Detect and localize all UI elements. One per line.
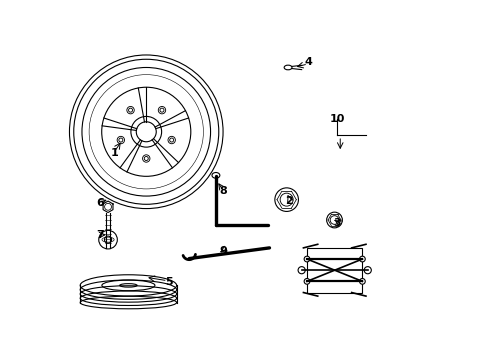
Circle shape: [359, 279, 365, 284]
Text: 8: 8: [219, 186, 226, 196]
Ellipse shape: [212, 172, 220, 178]
Text: 7: 7: [96, 230, 103, 240]
Circle shape: [359, 256, 365, 262]
Text: 5: 5: [165, 277, 173, 287]
Circle shape: [304, 256, 309, 262]
Text: 6: 6: [96, 198, 103, 208]
Text: 1: 1: [110, 148, 118, 158]
Text: 10: 10: [329, 114, 345, 124]
Text: 3: 3: [333, 218, 341, 228]
Text: 9: 9: [219, 247, 226, 256]
Bar: [306, 248, 362, 293]
Text: 2: 2: [285, 197, 292, 206]
Circle shape: [364, 267, 370, 274]
Text: 4: 4: [304, 57, 312, 67]
Circle shape: [298, 267, 305, 274]
Circle shape: [304, 279, 309, 284]
